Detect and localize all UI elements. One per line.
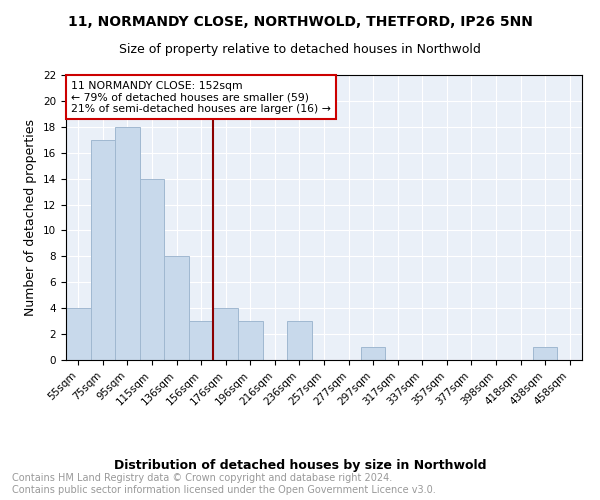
Text: Contains HM Land Registry data © Crown copyright and database right 2024.
Contai: Contains HM Land Registry data © Crown c… bbox=[12, 474, 436, 495]
Text: Distribution of detached houses by size in Northwold: Distribution of detached houses by size … bbox=[114, 460, 486, 472]
Bar bbox=[287, 321, 312, 360]
Text: Size of property relative to detached houses in Northwold: Size of property relative to detached ho… bbox=[119, 42, 481, 56]
Bar bbox=[533, 347, 557, 360]
Text: 11 NORMANDY CLOSE: 152sqm
← 79% of detached houses are smaller (59)
21% of semi-: 11 NORMANDY CLOSE: 152sqm ← 79% of detac… bbox=[71, 80, 331, 114]
Text: 11, NORMANDY CLOSE, NORTHWOLD, THETFORD, IP26 5NN: 11, NORMANDY CLOSE, NORTHWOLD, THETFORD,… bbox=[68, 15, 532, 29]
Bar bbox=[164, 256, 189, 360]
Bar bbox=[115, 127, 140, 360]
Bar bbox=[140, 178, 164, 360]
Bar bbox=[189, 321, 214, 360]
Bar bbox=[214, 308, 238, 360]
Bar bbox=[361, 347, 385, 360]
Bar bbox=[91, 140, 115, 360]
Bar bbox=[66, 308, 91, 360]
Bar bbox=[238, 321, 263, 360]
Y-axis label: Number of detached properties: Number of detached properties bbox=[25, 119, 37, 316]
